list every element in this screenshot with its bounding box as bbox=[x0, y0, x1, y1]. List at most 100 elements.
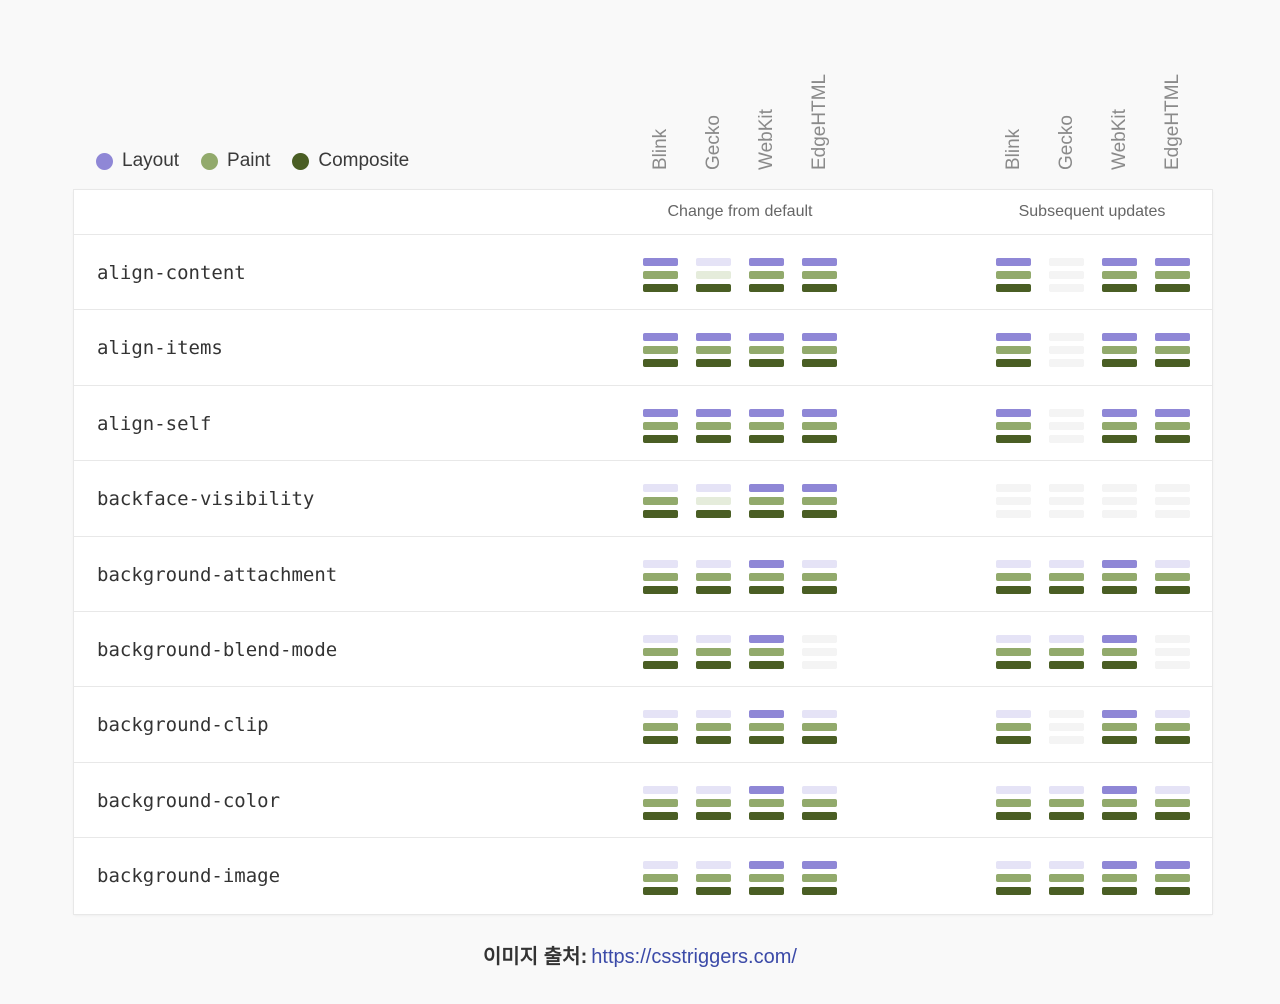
trigger-cell-edgehtml bbox=[802, 559, 837, 596]
trigger-cell-blink bbox=[643, 785, 678, 822]
trigger-cell-webkit bbox=[1102, 484, 1137, 520]
layout-bar bbox=[643, 710, 678, 719]
paint-bar bbox=[1049, 271, 1084, 279]
layout-bar bbox=[1155, 258, 1190, 266]
table-row: background-image bbox=[74, 837, 1212, 912]
composite-bar bbox=[802, 736, 837, 745]
paint-bar bbox=[996, 421, 1031, 430]
composite-bar bbox=[696, 811, 731, 820]
composite-bar bbox=[749, 736, 784, 745]
layout-bar bbox=[696, 333, 731, 342]
trigger-cell-edgehtml bbox=[802, 710, 837, 746]
paint-bar bbox=[802, 798, 837, 807]
layout-bar bbox=[1049, 484, 1084, 493]
layout-bar bbox=[996, 785, 1031, 794]
composite-bar bbox=[802, 284, 837, 292]
layout-bar bbox=[643, 559, 678, 568]
layout-bar bbox=[1102, 258, 1137, 266]
composite-bar bbox=[1049, 887, 1084, 896]
trigger-cell-edgehtml bbox=[802, 333, 837, 369]
column-label-webkit: WebKit bbox=[756, 109, 777, 170]
layout-bar bbox=[749, 861, 784, 870]
legend-item-paint: Paint bbox=[201, 150, 270, 172]
layout-bar bbox=[802, 484, 837, 493]
table-row: background-clip bbox=[74, 686, 1212, 761]
trigger-cell-blink bbox=[643, 559, 678, 596]
trigger-cell-webkit bbox=[749, 333, 784, 369]
composite-bar bbox=[696, 585, 731, 594]
trigger-cell-gecko bbox=[1049, 408, 1084, 445]
composite-bar bbox=[749, 284, 784, 292]
table-row: align-self bbox=[74, 384, 1212, 460]
layout-bar bbox=[1102, 484, 1137, 493]
layout-bar bbox=[1049, 408, 1084, 417]
composite-bar bbox=[802, 887, 837, 896]
paint-bar bbox=[1102, 572, 1137, 581]
composite-bar bbox=[643, 585, 678, 594]
paint-bar bbox=[1049, 874, 1084, 883]
composite-bar bbox=[643, 359, 678, 368]
composite-bar bbox=[643, 661, 678, 669]
paint-bar bbox=[802, 497, 837, 506]
layout-bar bbox=[802, 258, 837, 266]
paint-bar bbox=[802, 421, 837, 430]
paint-bar bbox=[643, 421, 678, 430]
composite-bar bbox=[1102, 661, 1137, 669]
trigger-cell-gecko bbox=[696, 635, 731, 671]
property-name: align-content bbox=[97, 262, 246, 284]
trigger-cell-blink bbox=[643, 484, 678, 520]
trigger-cell-gecko bbox=[696, 333, 731, 369]
layout-bar bbox=[1049, 861, 1084, 870]
trigger-cell-webkit bbox=[1102, 408, 1137, 445]
layout-dot-icon bbox=[96, 152, 113, 170]
paint-bar bbox=[802, 874, 837, 883]
paint-bar bbox=[696, 798, 731, 807]
table-row: backface-visibility bbox=[74, 460, 1212, 535]
trigger-cell-blink bbox=[996, 258, 1031, 294]
trigger-cell-blink bbox=[996, 408, 1031, 445]
composite-bar bbox=[643, 887, 678, 896]
trigger-cell-edgehtml bbox=[802, 785, 837, 822]
layout-bar bbox=[1155, 635, 1190, 643]
paint-bar bbox=[643, 572, 678, 581]
layout-bar bbox=[996, 559, 1031, 568]
composite-bar bbox=[802, 585, 837, 594]
trigger-cell-gecko bbox=[696, 861, 731, 897]
layout-bar bbox=[802, 710, 837, 719]
composite-bar bbox=[696, 887, 731, 896]
trigger-cell-edgehtml bbox=[1155, 333, 1190, 369]
composite-bar bbox=[643, 510, 678, 519]
caption-link[interactable]: https://csstriggers.com/ bbox=[591, 946, 797, 968]
layout-bar bbox=[996, 635, 1031, 643]
paint-bar bbox=[802, 572, 837, 581]
group-header-change-from-default: Change from default bbox=[667, 203, 813, 220]
composite-bar bbox=[996, 510, 1031, 519]
paint-bar bbox=[1049, 648, 1084, 656]
paint-bar bbox=[749, 421, 784, 430]
layout-bar bbox=[643, 484, 678, 493]
paint-bar bbox=[996, 648, 1031, 656]
paint-bar bbox=[996, 798, 1031, 807]
composite-bar bbox=[696, 284, 731, 292]
paint-bar bbox=[802, 271, 837, 279]
composite-bar bbox=[1102, 510, 1137, 519]
column-label-blink: Blink bbox=[650, 128, 671, 170]
composite-bar bbox=[749, 359, 784, 368]
paint-bar bbox=[1102, 874, 1137, 883]
trigger-cell-edgehtml bbox=[802, 635, 837, 671]
composite-bar bbox=[1155, 359, 1190, 368]
paint-bar bbox=[1049, 346, 1084, 355]
paint-bar bbox=[1155, 874, 1190, 883]
paint-bar bbox=[996, 572, 1031, 581]
layout-bar bbox=[643, 635, 678, 643]
paint-bar bbox=[749, 497, 784, 506]
property-name: align-self bbox=[97, 412, 212, 435]
trigger-cell-edgehtml bbox=[802, 861, 837, 897]
composite-bar bbox=[1102, 585, 1137, 594]
trigger-cell-gecko bbox=[696, 408, 731, 445]
layout-bar bbox=[1155, 484, 1190, 493]
trigger-cell-webkit bbox=[749, 408, 784, 445]
layout-bar bbox=[643, 861, 678, 870]
legend-item-composite: Composite bbox=[292, 150, 409, 172]
paint-bar bbox=[1155, 497, 1190, 506]
